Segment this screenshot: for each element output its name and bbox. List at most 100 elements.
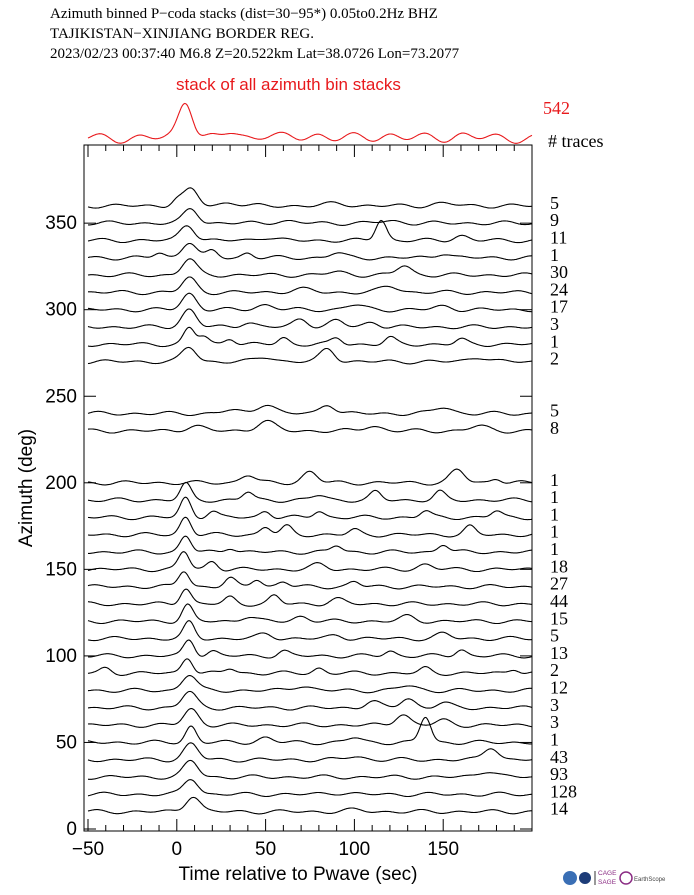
trace-count-az-30: 93 <box>550 764 568 784</box>
trace-az-10 <box>87 796 533 815</box>
header-line-2: TAJIKISTAN−XINJIANG BORDER REG. <box>50 26 314 42</box>
trace-count-az-110: 5 <box>550 626 559 646</box>
trace-az-50 <box>87 716 533 746</box>
stack-trace <box>87 102 533 144</box>
y-tick-label: 50 <box>56 733 77 754</box>
trace-az-70 <box>87 690 533 711</box>
logo-badge-3: EarthScope <box>634 877 666 883</box>
trace-az-90 <box>87 658 533 676</box>
x-tick-label: 150 <box>427 839 459 860</box>
trace-count-az-150: 18 <box>550 556 568 576</box>
trace-az-350 <box>88 208 533 226</box>
trace-count-az-320: 30 <box>550 262 568 282</box>
y-axis: 0 50 100 150 200 250 300 350 <box>45 213 532 840</box>
trace-count-az-270: 2 <box>550 349 559 369</box>
earthscope-mark-icon <box>619 871 633 885</box>
trace-count-az-360: 5 <box>550 193 559 213</box>
trace-count-az-350: 9 <box>550 210 559 230</box>
trace-count-az-60: 3 <box>550 712 559 732</box>
trace-az-360 <box>87 187 532 209</box>
y-tick-label: 200 <box>45 473 77 494</box>
trace-az-160 <box>88 535 533 555</box>
seal-logo-icon <box>579 872 591 884</box>
trace-count-az-120: 15 <box>550 608 568 628</box>
x-tick-label: 50 <box>255 839 276 860</box>
trace-count-az-10: 14 <box>550 799 568 819</box>
trace-az-320 <box>87 258 533 278</box>
y-axis-label: Azimuth (deg) <box>16 429 37 547</box>
trace-az-120 <box>87 603 532 625</box>
trace-az-150 <box>87 551 533 573</box>
trace-az-330 <box>87 242 532 261</box>
y-tick-label: 0 <box>66 819 77 840</box>
logo-badge-1: CAGE <box>598 870 617 877</box>
x-tick-label: −50 <box>72 839 104 860</box>
plot-frame <box>83 144 533 832</box>
y-tick-label: 300 <box>45 300 77 321</box>
count-group: 5911130241731258111111827441551321233143… <box>550 193 577 819</box>
traces-header: # traces <box>548 131 603 151</box>
trace-count-az-90: 2 <box>550 660 559 680</box>
x-axis-label: Time relative to Pwave (sec) <box>179 864 418 885</box>
trace-count-az-140: 27 <box>550 574 568 594</box>
y-tick-label: 350 <box>45 213 77 234</box>
header-line-1: Azimuth binned P−coda stacks (dist=30−95… <box>50 6 438 22</box>
trace-az-310 <box>88 276 533 296</box>
trace-az-130 <box>87 588 533 607</box>
trace-az-230 <box>87 419 533 434</box>
trace-az-110 <box>87 620 533 642</box>
trace-az-60 <box>87 708 533 728</box>
logo-badge-2: SAGE <box>598 879 617 886</box>
header-line-3: 2023/02/23 00:37:40 M6.8 Z=20.522km Lat=… <box>50 46 460 62</box>
trace-az-190 <box>87 481 533 503</box>
trace-az-80 <box>87 675 533 694</box>
trace-count-az-70: 3 <box>550 695 559 715</box>
x-tick-label: 100 <box>339 839 371 860</box>
trace-count-az-130: 44 <box>550 591 568 611</box>
trace-count-az-310: 24 <box>550 279 568 299</box>
trace-count-az-20: 128 <box>550 781 577 801</box>
trace-count-az-100: 13 <box>550 643 568 663</box>
trace-az-20 <box>87 779 533 798</box>
trace-az-140 <box>87 571 533 590</box>
trace-count-az-170: 1 <box>550 522 559 542</box>
trace-count-az-300: 17 <box>550 297 568 317</box>
trace-count-az-180: 1 <box>550 504 559 524</box>
trace-count-az-280: 1 <box>550 331 559 351</box>
earthscope-logos: CAGE SAGE EarthScope <box>563 870 666 886</box>
trace-az-200 <box>87 468 533 486</box>
trace-az-300 <box>87 292 532 313</box>
trace-count-az-290: 3 <box>550 314 559 334</box>
trace-count-az-40: 43 <box>550 747 568 767</box>
globe-logo-icon <box>563 871 577 885</box>
trace-az-340 <box>87 219 533 244</box>
trace-az-240 <box>87 404 532 417</box>
trace-count-az-190: 1 <box>550 487 559 507</box>
trace-az-270 <box>87 346 533 365</box>
trace-az-290 <box>87 308 533 330</box>
trace-az-280 <box>87 326 533 348</box>
trace-count-az-200: 1 <box>550 470 559 490</box>
trace-count-az-50: 1 <box>550 730 559 750</box>
trace-az-30 <box>87 759 533 780</box>
stack-label: stack of all azimuth bin stacks <box>176 75 401 94</box>
trace-count-az-160: 1 <box>550 539 559 559</box>
trace-az-100 <box>88 639 533 659</box>
trace-count-az-230: 8 <box>550 418 559 438</box>
trace-az-170 <box>87 516 533 538</box>
stack-total-count: 542 <box>543 98 570 118</box>
trace-group <box>87 187 533 815</box>
trace-count-az-340: 11 <box>550 228 567 248</box>
x-axis: −50 0 50 100 150 <box>72 145 533 860</box>
y-tick-label: 150 <box>45 559 77 580</box>
logo-divider <box>594 871 596 885</box>
trace-count-az-240: 5 <box>550 401 559 421</box>
x-tick-label: 0 <box>172 839 183 860</box>
trace-az-180 <box>87 496 533 521</box>
trace-count-az-330: 1 <box>550 245 559 265</box>
y-tick-label: 100 <box>45 646 77 667</box>
trace-count-az-80: 12 <box>550 678 568 698</box>
trace-az-40 <box>87 742 533 763</box>
y-tick-label: 250 <box>45 386 77 407</box>
